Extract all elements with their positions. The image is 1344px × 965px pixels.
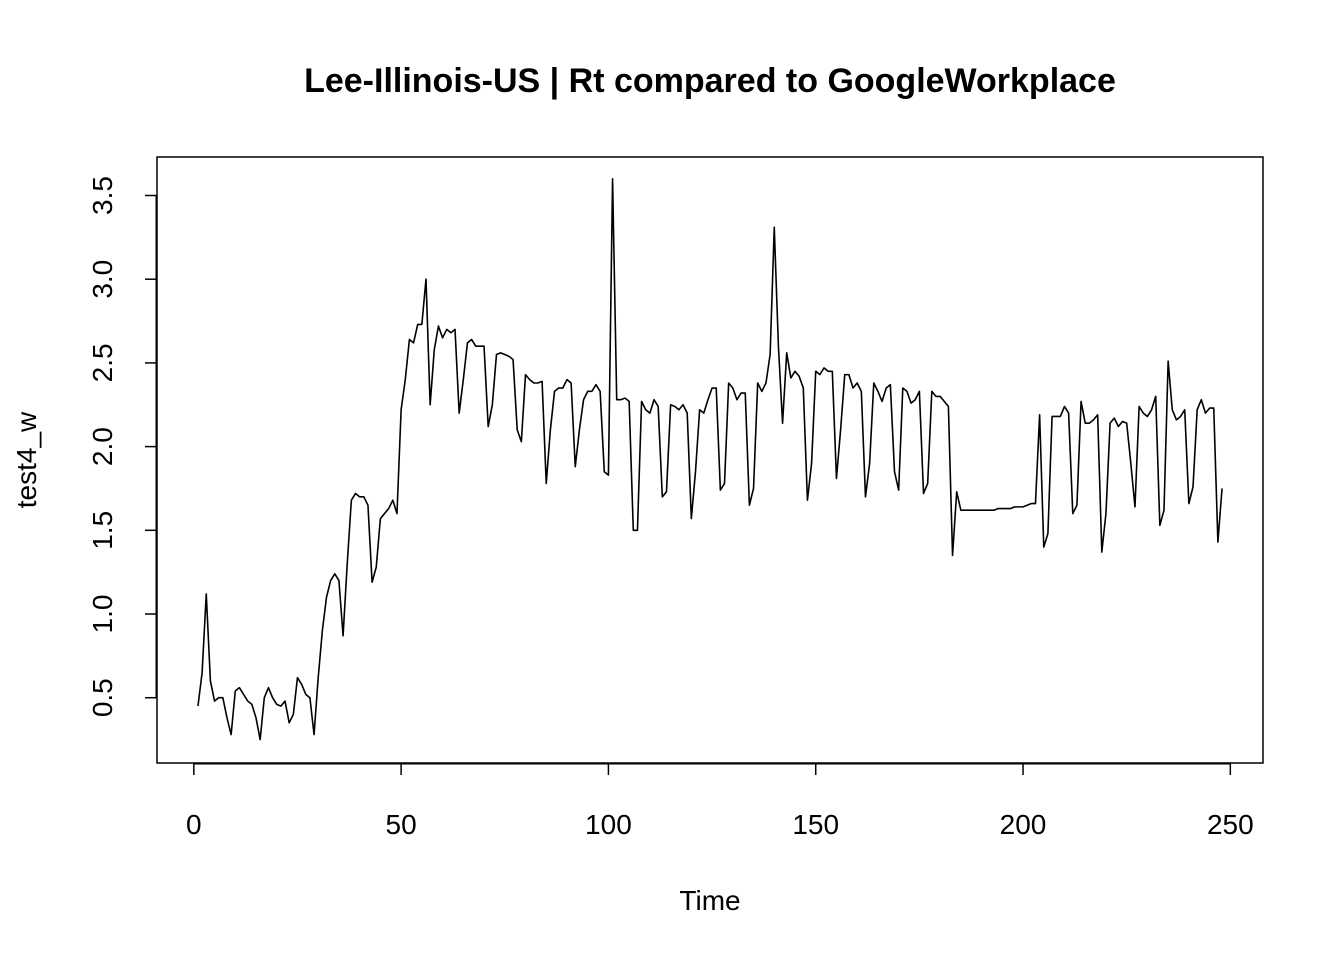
y-tick-label: 3.0 (87, 260, 118, 299)
chart-title: Lee-Illinois-US | Rt compared to GoogleW… (304, 62, 1116, 100)
y-tick-label: 2.5 (87, 343, 118, 382)
x-tick-label: 0 (186, 809, 202, 840)
x-tick-label: 200 (1000, 809, 1047, 840)
y-tick-label: 0.5 (87, 678, 118, 717)
x-axis-label: Time (679, 885, 740, 916)
x-tick-label: 50 (386, 809, 417, 840)
y-tick-label: 2.0 (87, 427, 118, 466)
data-line (197, 177, 1223, 741)
y-tick-label: 1.0 (87, 595, 118, 634)
x-tick-label: 250 (1207, 809, 1254, 840)
x-tick-label: 100 (585, 809, 632, 840)
x-tick-label: 150 (792, 809, 839, 840)
y-tick-label: 3.5 (87, 176, 118, 215)
y-axis-label: test4_w (11, 411, 42, 508)
plot-frame (156, 156, 1264, 764)
y-tick-label: 1.5 (87, 511, 118, 550)
